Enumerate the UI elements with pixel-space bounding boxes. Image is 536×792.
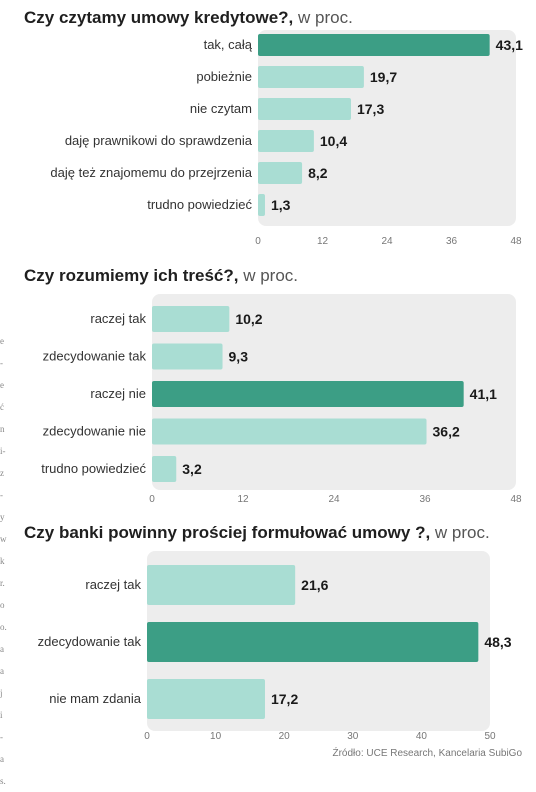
side-fragment: j (0, 688, 3, 698)
tick-label: 0 (144, 731, 150, 742)
side-fragment: e (0, 380, 4, 390)
plot-panel (258, 30, 516, 226)
bar (258, 130, 314, 152)
tick-label: 12 (237, 494, 249, 505)
side-fragment: e (0, 336, 4, 346)
bar (152, 381, 464, 407)
value-label: 17,2 (271, 691, 298, 707)
chart-simpler-contracts: Czy banki powinny prościej formułować um… (0, 523, 536, 753)
chart-title: Czy banki powinny prościej formułować um… (24, 523, 490, 543)
bar (147, 622, 479, 662)
value-label: 9,3 (229, 349, 249, 365)
side-fragment: y (0, 512, 5, 522)
category-label: nie czytam (190, 101, 252, 116)
chart-title-unit: w proc. (434, 523, 490, 542)
tick-label: 0 (149, 494, 155, 505)
side-fragment: o. (0, 622, 7, 632)
bar (152, 343, 223, 370)
category-label: daję też znajomemu do przejrzenia (50, 165, 252, 180)
category-label: daję prawnikowi do sprawdzenia (65, 133, 253, 148)
side-fragment: a (0, 666, 4, 676)
value-label: 48,3 (484, 634, 511, 650)
tick-label: 48 (510, 494, 522, 505)
side-fragment: s. (0, 776, 6, 786)
side-fragment: o (0, 600, 5, 610)
category-label: zdecydowanie nie (43, 424, 146, 439)
bar (152, 418, 427, 445)
category-label: nie mam zdania (49, 691, 142, 706)
category-label: zdecydowanie tak (43, 349, 147, 364)
value-label: 41,1 (470, 386, 497, 402)
value-label: 8,2 (308, 165, 328, 181)
chart-title-text: Czy rozumiemy ich treść?, (24, 266, 239, 285)
side-text-fragments: e - e ć n i-z - y w k r. o o. a a j i - a s. (0, 330, 12, 792)
chart-title-unit: w proc. (298, 8, 353, 27)
tick-label: 48 (510, 236, 522, 247)
bar (152, 306, 230, 332)
side-fragment: i- (0, 446, 6, 456)
bar (147, 565, 296, 605)
category-label: pobieżnie (196, 69, 252, 84)
side-fragment: n (0, 424, 5, 434)
category-label: trudno powiedzieć (41, 461, 146, 476)
source-note: Źródło: UCE Research, Kancelaria SubiGo (332, 748, 522, 759)
bar (152, 456, 177, 482)
value-label: 1,3 (271, 197, 291, 213)
bar (258, 162, 303, 184)
chart-reading-contracts: Czy czytamy umowy kredytowe?, w proc. ta… (0, 8, 536, 258)
bar (258, 66, 364, 88)
bar (147, 679, 265, 719)
chart-title-unit: w proc. (243, 266, 298, 285)
chart-svg: tak, całą 43,1 pobieżnie 19,7 nie czytam 17,3… (50, 30, 523, 247)
category-label: tak, całą (204, 37, 253, 52)
tick-label: 40 (416, 731, 428, 742)
tick-label: 24 (328, 494, 340, 505)
chart-title-text: Czy czytamy umowy kredytowe?, (24, 8, 294, 27)
side-fragment: r. (0, 578, 5, 588)
category-label: raczej nie (90, 386, 146, 401)
category-label: zdecydowanie tak (38, 634, 142, 649)
side-fragment: - (0, 490, 3, 500)
value-label: 21,6 (301, 577, 328, 593)
bar (258, 194, 265, 216)
chart-title-text: Czy banki powinny prościej formułować um… (24, 523, 431, 542)
tick-label: 10 (210, 731, 222, 742)
tick-label: 50 (484, 731, 496, 742)
value-label: 3,2 (182, 461, 202, 477)
value-label: 17,3 (357, 101, 384, 117)
side-fragment: k (0, 556, 5, 566)
value-label: 10,4 (320, 133, 347, 149)
category-label: raczej tak (85, 577, 141, 592)
chart-understanding: Czy rozumiemy ich treść?, w proc. raczej… (0, 266, 536, 516)
chart-svg: raczej tak 21,6 zdecydowanie tak 48,3 nie ma… (38, 551, 512, 742)
category-label: raczej tak (90, 311, 146, 326)
side-fragment: - (0, 358, 3, 368)
category-label: trudno powiedzieć (147, 197, 252, 212)
side-fragment: w (0, 534, 7, 544)
tick-label: 36 (419, 494, 431, 505)
side-fragment: z (0, 468, 4, 478)
side-fragment: a (0, 754, 4, 764)
tick-label: 20 (279, 731, 291, 742)
value-label: 43,1 (496, 37, 523, 53)
side-fragment: a (0, 644, 4, 654)
chart-svg: raczej tak 10,2 zdecydowanie tak 9,3 raczej … (41, 294, 522, 505)
value-label: 10,2 (235, 311, 262, 327)
chart-title: Czy rozumiemy ich treść?, w proc. (24, 266, 298, 286)
side-fragment: - (0, 732, 3, 742)
tick-label: 24 (381, 236, 393, 247)
bar (258, 98, 351, 120)
chart-title: Czy czytamy umowy kredytowe?, w proc. (24, 8, 353, 28)
bar (258, 34, 490, 56)
tick-label: 36 (446, 236, 458, 247)
side-fragment: i (0, 710, 3, 720)
tick-label: 0 (255, 236, 261, 247)
value-label: 19,7 (370, 69, 397, 85)
tick-label: 12 (317, 236, 329, 247)
tick-label: 30 (347, 731, 359, 742)
value-label: 36,2 (433, 424, 460, 440)
side-fragment: ć (0, 402, 4, 412)
